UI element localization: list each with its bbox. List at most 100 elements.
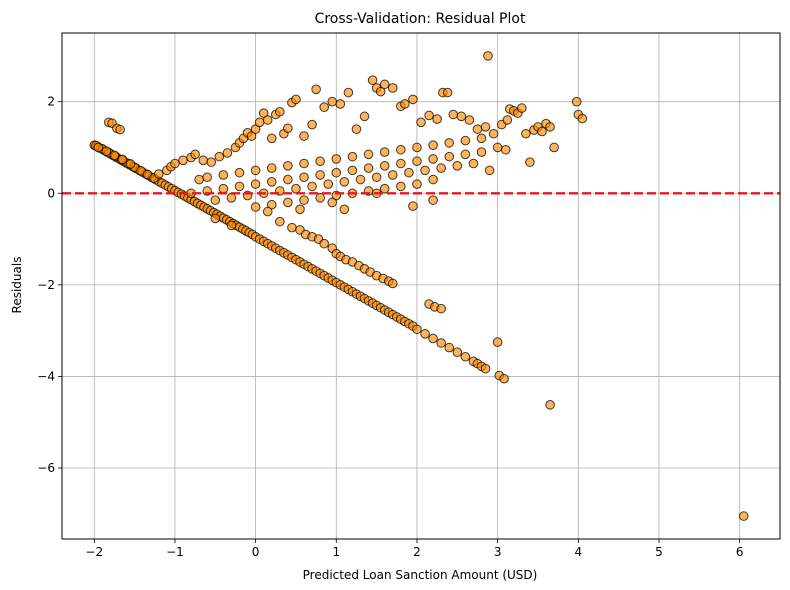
data-point <box>456 111 467 122</box>
data-point <box>472 124 483 134</box>
data-point <box>444 138 455 148</box>
data-point <box>327 96 338 107</box>
data-point <box>424 110 434 121</box>
data-point <box>537 126 547 137</box>
data-point <box>299 195 309 205</box>
x-tick-label: 1 <box>332 545 340 559</box>
data-point <box>577 113 588 124</box>
data-point <box>396 181 406 192</box>
data-point <box>545 122 555 132</box>
data-point <box>442 87 453 98</box>
data-point <box>351 124 362 134</box>
data-point <box>432 114 442 124</box>
data-point <box>452 347 463 357</box>
data-point <box>387 83 398 93</box>
data-point <box>549 142 559 153</box>
data-point <box>109 150 120 161</box>
data-point <box>396 158 406 169</box>
data-point <box>101 146 112 156</box>
data-point <box>307 181 317 192</box>
data-point <box>359 111 370 122</box>
data-point <box>154 169 164 179</box>
data-point <box>343 87 354 98</box>
data-point <box>299 131 309 141</box>
data-point <box>311 84 321 95</box>
data-point <box>460 149 471 160</box>
data-point <box>521 128 531 139</box>
y-tick-label: 0 <box>47 186 55 200</box>
data-point <box>476 147 487 157</box>
data-point <box>452 160 463 171</box>
data-point <box>327 197 338 208</box>
data-point <box>396 144 406 155</box>
data-point <box>545 400 555 410</box>
x-tick-label: 4 <box>574 545 582 559</box>
data-point <box>275 106 285 117</box>
data-point <box>404 167 414 178</box>
y-axis-label: Residuals <box>10 257 24 314</box>
data-point <box>571 96 582 107</box>
x-tick-label: −2 <box>85 545 103 559</box>
data-point <box>476 133 487 144</box>
data-point <box>226 193 237 203</box>
x-tick-label: 3 <box>494 545 502 559</box>
x-axis-label: Predicted Loan Sanction Amount (USD) <box>303 568 538 582</box>
data-point <box>266 163 277 173</box>
data-point <box>307 119 317 130</box>
data-point <box>492 142 503 153</box>
data-point <box>363 163 374 173</box>
x-tick-label: 5 <box>655 545 663 559</box>
data-point <box>218 183 229 194</box>
y-axis-ticks: −6 −4 −2 0 2 <box>37 95 62 475</box>
data-point <box>291 183 301 194</box>
data-point <box>468 158 479 169</box>
data-point <box>178 155 188 166</box>
data-point <box>331 154 342 164</box>
data-point <box>287 222 297 233</box>
x-tick-label: 6 <box>736 545 744 559</box>
data-point <box>262 206 273 217</box>
data-point <box>484 165 495 176</box>
data-point <box>408 201 418 211</box>
y-tick-label: −2 <box>37 278 55 292</box>
data-point <box>117 154 128 165</box>
data-point <box>436 303 446 314</box>
data-point <box>387 170 398 180</box>
data-point <box>315 156 325 167</box>
data-point <box>480 363 491 374</box>
data-point <box>416 117 426 128</box>
data-point <box>323 179 334 189</box>
plot-frame <box>61 32 781 540</box>
data-point <box>319 238 329 249</box>
data-point <box>299 158 309 169</box>
data-point <box>250 179 261 189</box>
data-point <box>234 167 245 178</box>
gridlines <box>62 33 780 539</box>
data-point <box>283 174 293 185</box>
data-point <box>367 75 378 85</box>
data-point <box>444 342 455 353</box>
data-point <box>226 220 237 231</box>
data-point <box>500 144 511 155</box>
x-tick-label: −1 <box>166 545 184 559</box>
y-tick-label: −6 <box>37 461 55 475</box>
x-tick-label: 0 <box>252 545 260 559</box>
data-point <box>355 174 366 185</box>
data-point <box>254 117 265 128</box>
data-point <box>464 115 475 125</box>
data-point <box>275 216 285 227</box>
y-tick-label: −4 <box>37 369 55 383</box>
data-point <box>363 149 374 160</box>
data-point <box>295 204 305 215</box>
data-point <box>190 149 200 160</box>
data-point <box>375 86 386 97</box>
data-point <box>412 179 422 189</box>
data-point <box>460 351 471 362</box>
data-point <box>319 102 329 112</box>
data-point <box>517 103 527 113</box>
data-point <box>379 147 390 157</box>
data-point <box>492 337 503 347</box>
data-point <box>400 99 410 109</box>
